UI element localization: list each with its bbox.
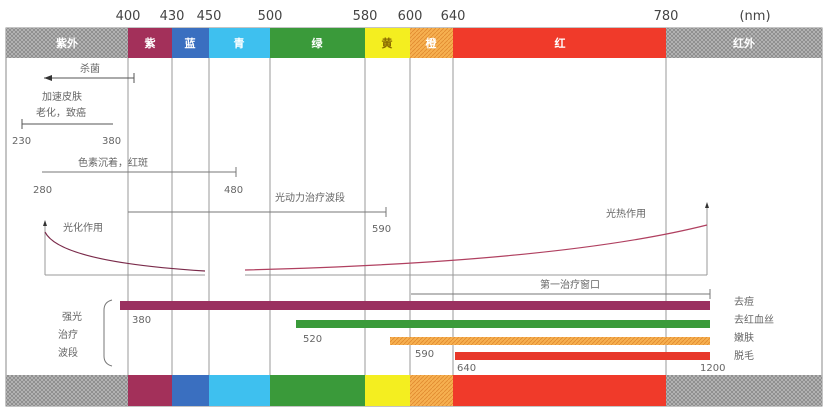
ipl-label: 波段 (58, 346, 78, 359)
band-label: 橙 (426, 36, 438, 50)
band-cyan (209, 28, 270, 58)
effect-pdt: 光动力治疗波段 590 (128, 191, 391, 235)
aging-label-1: 加速皮肤 (42, 90, 82, 103)
tick: 640 (441, 9, 466, 24)
band-label: 红 (555, 36, 566, 50)
wavelength-ticks: 400 430 450 500 580 600 640 780 (nm) (116, 9, 771, 24)
band-violet (128, 28, 172, 58)
bar-name: 脱毛 (734, 349, 754, 362)
band-uv (6, 28, 128, 58)
wavelength-dividers (127, 58, 667, 375)
sterilize-label: 杀菌 (80, 62, 100, 75)
effect-pigment: 色素沉着，红斑 280 480 (33, 156, 243, 196)
spectrum-band-bottom (6, 375, 822, 406)
pigment-label: 色素沉着，红斑 (78, 156, 148, 169)
tick: 450 (197, 9, 222, 24)
bar-start: 640 (457, 363, 476, 374)
bar-name: 嫩肤 (734, 331, 754, 344)
photothermal-label: 光热作用 (606, 207, 646, 220)
band-yellow (365, 28, 410, 58)
band-red (453, 28, 666, 58)
tick: 580 (353, 9, 378, 24)
band-label: 红外 (733, 36, 755, 50)
pigment-end: 480 (224, 185, 243, 196)
bar-vessels (296, 320, 710, 328)
ipl-label: 强光 (62, 310, 82, 323)
band-label: 紫外 (56, 36, 78, 50)
bar-start: 380 (132, 315, 151, 326)
pdt-label: 光动力治疗波段 (275, 191, 345, 204)
aging-label-2: 老化，致癌 (36, 106, 86, 119)
window-label: 第一治疗窗口 (540, 278, 600, 291)
arrow-up-icon (43, 220, 47, 226)
spectrum-band-top: 紫外 紫 蓝 青 绿 黄 橙 红 红外 (6, 28, 822, 58)
tick: 780 (654, 9, 679, 24)
band-blue (172, 28, 209, 58)
pdt-end: 590 (372, 224, 391, 235)
aging-start: 230 (12, 136, 31, 147)
band-orange (410, 28, 453, 58)
tick: 430 (160, 9, 185, 24)
aging-end: 380 (102, 136, 121, 147)
ipl-label: 治疗 (58, 328, 78, 341)
band-label: 蓝 (185, 36, 196, 50)
band-label: 青 (234, 36, 245, 50)
photo-effect-curves: 光化作用 光热作用 (43, 202, 709, 276)
band-label: 紫 (145, 36, 156, 50)
ipl-bands: 强光 治疗 波段 380 520 590 640 1200 去痘 去红血丝 嫩肤… (58, 295, 774, 374)
pigment-start: 280 (33, 185, 52, 196)
tick: 500 (258, 9, 283, 24)
effect-aging: 加速皮肤 老化，致癌 230 380 (12, 90, 121, 147)
band-green (270, 28, 365, 58)
tick: 400 (116, 9, 141, 24)
bar-acne (120, 301, 710, 310)
arrow-up-icon (705, 202, 709, 208)
photochemical-curve (44, 231, 206, 272)
bar-end: 1200 (700, 363, 725, 374)
bracket (103, 299, 113, 367)
unit-label: (nm) (739, 9, 770, 24)
tick: 600 (398, 9, 423, 24)
photothermal-curve (244, 224, 708, 271)
effect-sterilize: 杀菌 (44, 62, 135, 83)
band-ir (666, 28, 822, 58)
bar-rejuvenation (390, 337, 710, 345)
bar-name: 去痘 (734, 295, 754, 308)
first-therapy-window: 第一治疗窗口 (411, 278, 711, 299)
photochem-label: 光化作用 (63, 221, 103, 234)
bar-start: 590 (415, 349, 434, 360)
bar-start: 520 (303, 334, 322, 345)
band-label: 黄 (382, 36, 393, 50)
band-label: 绿 (312, 36, 324, 50)
arrow-left-icon (44, 75, 52, 81)
bar-hair-removal (455, 352, 710, 360)
bar-name: 去红血丝 (734, 313, 774, 326)
